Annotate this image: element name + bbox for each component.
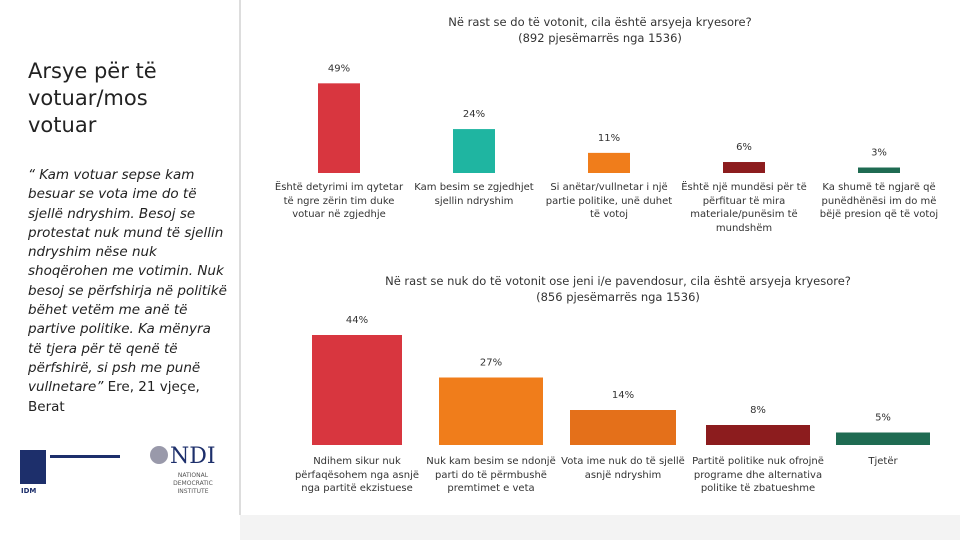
value-label: 44% [346, 315, 368, 326]
divider [239, 0, 241, 515]
category-label: Partitë politike nuk ofrojnë programe dh… [692, 456, 824, 494]
bar [312, 335, 402, 445]
value-label: 3% [871, 148, 887, 159]
bar [439, 377, 543, 445]
value-label: 49% [328, 63, 350, 74]
category-label: Si anëtar/vullnetar i një partie politik… [545, 182, 673, 220]
idm-logo-mark [20, 450, 46, 484]
bar [588, 152, 630, 173]
category-label: Ka shumë të ngjarë që punëdhënësi im do … [819, 182, 939, 220]
ndi-logo-full: NATIONAL DEMOCRATIC INSTITUTE [173, 472, 213, 495]
category-label: Tjetër [868, 456, 898, 467]
chart-title: Në rast se do të votonit, cila është ars… [448, 15, 752, 29]
bar [453, 129, 495, 173]
chart-subtitle: (892 pjesëmarrës nga 1536) [518, 31, 682, 45]
sidebar-quote: “ Kam votuar sepse kam besuar se vota im… [28, 166, 228, 417]
category-label: Vota ime nuk do të sjellë asnjë ndryshim [561, 456, 685, 481]
value-label: 14% [612, 390, 634, 401]
quote-text: “ Kam votuar sepse kam besuar se vota im… [28, 167, 227, 396]
bar [570, 410, 676, 445]
quote-attribution: Ere, 21 vjeçe, Berat [28, 379, 200, 415]
idm-logo-line [50, 455, 120, 458]
bar [706, 425, 810, 445]
ndi-logo-text: NDI [170, 444, 216, 469]
value-label: 24% [463, 109, 485, 120]
value-label: 5% [875, 413, 891, 424]
category-label: Kam besim se zgjedhjet sjellin ndryshim [414, 182, 534, 207]
ndi-globe [150, 446, 168, 464]
category-label: Është detyrimi im qytetar të ngre zërin … [274, 182, 404, 220]
bar [318, 83, 360, 173]
footer-band [240, 515, 960, 540]
value-label: 11% [598, 133, 620, 144]
category-label: Është një mundësi për të përfituar të mi… [681, 182, 807, 234]
bar [858, 167, 900, 173]
value-label: 27% [480, 358, 502, 369]
value-label: 6% [736, 142, 752, 153]
sidebar-heading: Arsye për të votuar/mos votuar [28, 59, 157, 137]
category-label: Nuk kam besim se ndonjë parti do të përm… [426, 456, 556, 494]
value-label: 8% [750, 405, 766, 416]
chart-title: Në rast se nuk do të votonit ose jeni i/… [385, 274, 851, 288]
bar [723, 162, 765, 173]
idm-logo-text: IDM [21, 487, 37, 495]
bar [836, 432, 930, 445]
chart-subtitle: (856 pjesëmarrës nga 1536) [536, 290, 700, 304]
category-label: Ndihem sikur nuk përfaqësohem nga asnjë … [294, 456, 420, 494]
